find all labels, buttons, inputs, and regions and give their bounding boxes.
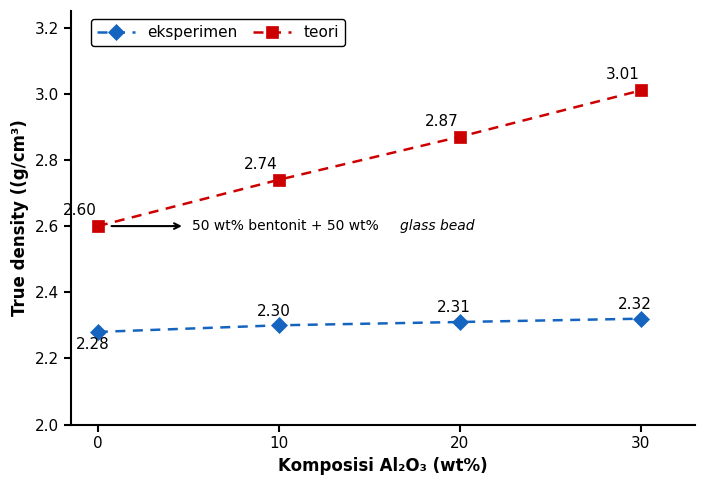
eksperimen [275, 322, 283, 328]
Line: teori: teori [92, 84, 647, 232]
Text: 2.32: 2.32 [618, 297, 652, 312]
Text: 2.28: 2.28 [76, 337, 109, 352]
Text: 2.31: 2.31 [437, 300, 471, 315]
Text: 2.74: 2.74 [244, 156, 277, 172]
X-axis label: Komposisi Al₂O₃ (wt%): Komposisi Al₂O₃ (wt%) [278, 457, 488, 475]
eksperimen [636, 316, 645, 322]
eksperimen [94, 329, 102, 335]
Text: 2.87: 2.87 [425, 114, 458, 128]
Legend: eksperimen, teori: eksperimen, teori [91, 19, 345, 46]
Text: 2.60: 2.60 [63, 203, 97, 218]
eksperimen [455, 319, 464, 325]
teori [636, 87, 645, 93]
Text: 3.01: 3.01 [606, 67, 640, 82]
Text: glass bead: glass bead [400, 219, 475, 233]
Text: 50 wt% bentonit + 50 wt%: 50 wt% bentonit + 50 wt% [192, 219, 383, 233]
teori [275, 177, 283, 183]
Line: eksperimen: eksperimen [92, 313, 646, 337]
Text: 2.30: 2.30 [256, 304, 290, 319]
teori [455, 134, 464, 139]
Y-axis label: True density ((g/cm³): True density ((g/cm³) [11, 120, 29, 316]
teori [94, 223, 102, 229]
